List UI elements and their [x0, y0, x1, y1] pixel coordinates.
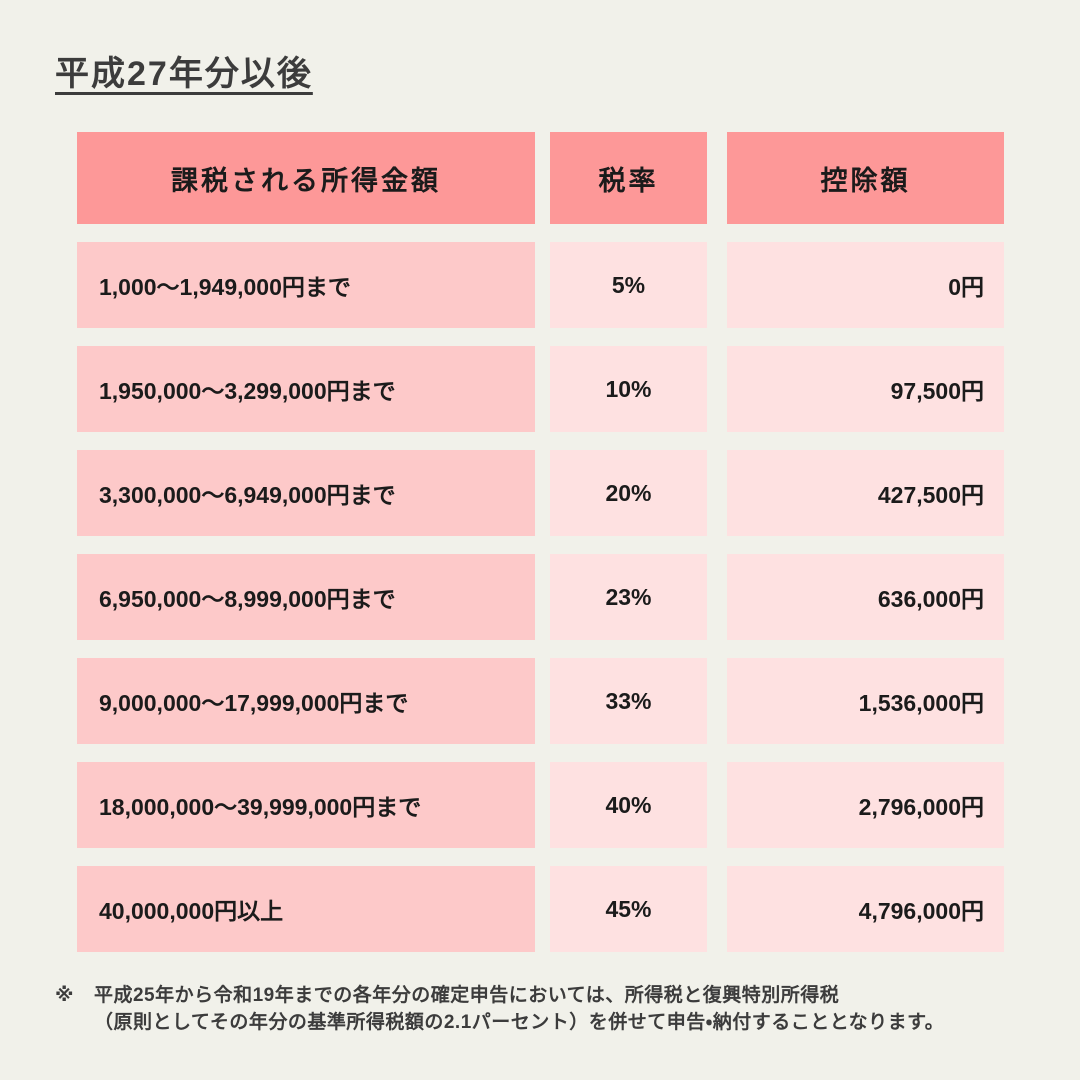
deduction-cell: 636,000円: [727, 554, 1004, 640]
footnote: ※ 平成25年から令和19年までの各年分の確定申告においては、所得税と復興特別所…: [55, 982, 1040, 1036]
table-header-row: 課税される所得金額 税率 控除額: [77, 132, 1004, 224]
table-row: 1,950,000～3,299,000円まで 10% 97,500円: [77, 346, 1004, 432]
income-cell: 1,000～1,949,000円まで: [77, 242, 535, 328]
rate-cell: 33%: [550, 658, 707, 744]
header-deduction: 控除額: [727, 132, 1004, 224]
deduction-cell: 97,500円: [727, 346, 1004, 432]
rate-cell: 40%: [550, 762, 707, 848]
income-cell: 9,000,000～17,999,000円まで: [77, 658, 535, 744]
income-cell: 1,950,000～3,299,000円まで: [77, 346, 535, 432]
footnote-line-2: （原則としてその年分の基準所得税額の2.1パーセント）を併せて申告・納付すること…: [93, 1012, 945, 1033]
page-title: 平成27年分以後: [55, 55, 313, 93]
deduction-cell: 4,796,000円: [727, 866, 1004, 952]
footnote-mark: ※: [55, 985, 74, 1006]
rate-cell: 10%: [550, 346, 707, 432]
header-taxable-income: 課税される所得金額: [77, 132, 535, 224]
table-row: 18,000,000～39,999,000円まで 40% 2,796,000円: [77, 762, 1004, 848]
deduction-cell: 1,536,000円: [727, 658, 1004, 744]
footnote-text: 平成25年から令和19年までの各年分の確定申告においては、所得税と復興特別所得税…: [94, 982, 944, 1036]
header-tax-rate: 税率: [550, 132, 707, 224]
income-cell: 3,300,000～6,949,000円まで: [77, 450, 535, 536]
rate-cell: 20%: [550, 450, 707, 536]
deduction-cell: 427,500円: [727, 450, 1004, 536]
footnote-line-1: 平成25年から令和19年までの各年分の確定申告においては、所得税と復興特別所得税: [93, 985, 840, 1006]
deduction-cell: 0円: [727, 242, 1004, 328]
income-cell: 18,000,000～39,999,000円まで: [77, 762, 535, 848]
table-row: 1,000～1,949,000円まで 5% 0円: [77, 242, 1004, 328]
table-row: 9,000,000～17,999,000円まで 33% 1,536,000円: [77, 658, 1004, 744]
rate-cell: 23%: [550, 554, 707, 640]
table-row: 3,300,000～6,949,000円まで 20% 427,500円: [77, 450, 1004, 536]
rate-cell: 45%: [550, 866, 707, 952]
table-row: 6,950,000～8,999,000円まで 23% 636,000円: [77, 554, 1004, 640]
rate-cell: 5%: [550, 242, 707, 328]
income-cell: 6,950,000～8,999,000円まで: [77, 554, 535, 640]
table-rows: 1,000～1,949,000円まで 5% 0円 1,950,000～3,299…: [77, 242, 1004, 952]
income-cell: 40,000,000円以上: [77, 866, 535, 952]
tax-rate-table: 課税される所得金額 税率 控除額 1,000～1,949,000円まで 5% 0…: [77, 132, 1004, 952]
deduction-cell: 2,796,000円: [727, 762, 1004, 848]
table-row: 40,000,000円以上 45% 4,796,000円: [77, 866, 1004, 952]
